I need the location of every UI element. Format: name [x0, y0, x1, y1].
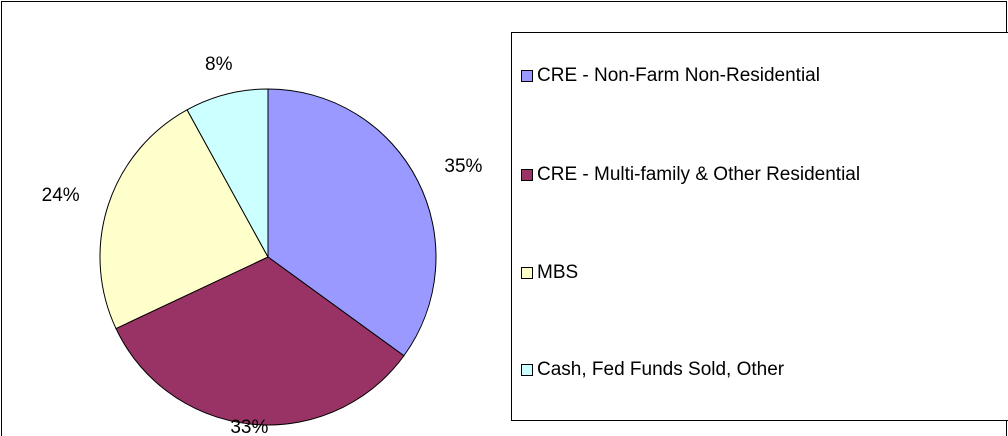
legend-label: CRE - Non-Farm Non-Residential: [537, 65, 820, 86]
legend-label: MBS: [537, 262, 578, 283]
pie-slice: [186, 88, 269, 258]
legend-swatch: [521, 364, 533, 376]
pie-slice: [115, 256, 405, 426]
data-label: 8%: [205, 54, 233, 75]
pie-slice: [99, 109, 269, 330]
legend-label: CRE - Multi-family & Other Residential: [537, 164, 860, 185]
pie-slice: [267, 88, 437, 357]
legend-swatch: [521, 267, 533, 279]
data-label: 24%: [42, 185, 80, 206]
data-label: 33%: [230, 417, 268, 436]
legend-swatch: [521, 70, 533, 82]
data-label: 35%: [444, 156, 482, 177]
legend-swatch: [521, 169, 533, 181]
legend-label: Cash, Fed Funds Sold, Other: [537, 359, 785, 380]
legend-box: [511, 32, 1008, 421]
